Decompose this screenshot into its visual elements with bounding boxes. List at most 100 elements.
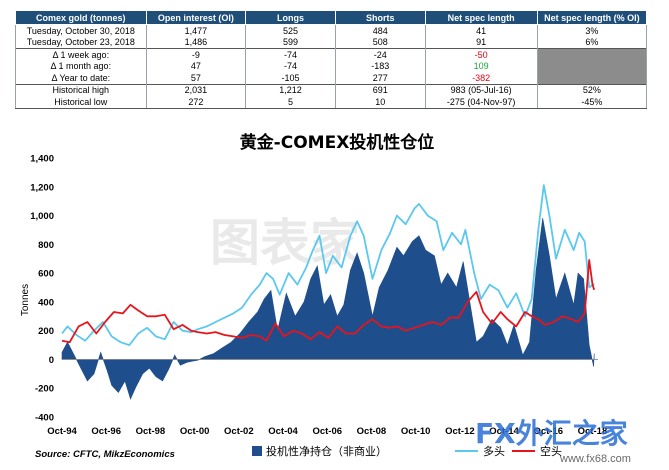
cot-summary-table: Comex gold (tonnes) Open interest (OI) L…	[15, 10, 648, 109]
x-tick-label: Oct-14	[489, 426, 519, 437]
y-axis-label: Tonnes	[20, 284, 31, 316]
net-spec-pct-cell	[536, 48, 648, 61]
net-spec-pct-cell	[536, 60, 648, 72]
shorts-cell: 277	[334, 72, 426, 84]
table-row: Tuesday, October 23, 2018 1,486 599 508 …	[15, 36, 648, 49]
y-tick-label: -400	[35, 413, 54, 424]
legend-label-shorts: 空头	[540, 444, 562, 458]
shorts-cell: 691	[334, 83, 426, 96]
row-label: Δ 1 month ago:	[15, 60, 147, 72]
watermark: 图表家	[210, 214, 360, 272]
row-label: Δ Year to date:	[15, 72, 147, 84]
net-spec-cell: 983 (05-Jul-16)	[424, 83, 538, 96]
x-tick-label: Oct-96	[91, 426, 121, 437]
x-tick-label: Oct-94	[47, 426, 77, 437]
y-axis: -400 -200 0 200 400 600 800 1,000 1,200 1,400	[30, 154, 54, 424]
net-spec-cell: 41	[424, 24, 538, 37]
net-spec-cell: 109	[424, 60, 538, 72]
open-interest-cell: 2,031	[145, 83, 247, 96]
longs-cell: -105	[245, 72, 336, 84]
shorts-line	[61, 259, 596, 344]
x-tick-label: Oct-06	[312, 426, 342, 437]
table-row: Δ 1 month ago: 47 -74 -183 109	[15, 60, 648, 72]
x-tick-label: Oct-98	[136, 426, 166, 437]
net-spec-pct-cell	[536, 72, 648, 84]
shorts-cell: 508	[334, 36, 426, 49]
net-spec-cell: -50	[424, 48, 538, 61]
table-header-cell: Comex gold (tonnes)	[15, 10, 147, 25]
net-spec-pct-cell: 3%	[536, 24, 648, 37]
open-interest-cell: 57	[145, 72, 247, 84]
net-spec-cell: -275 (04-Nov-97)	[424, 96, 538, 109]
longs-cell: -74	[245, 48, 336, 61]
open-interest-cell: 1,477	[145, 24, 247, 37]
net-spec-cell: -382	[424, 72, 538, 84]
net-spec-cell: 91	[424, 36, 538, 49]
longs-line	[61, 184, 595, 346]
y-tick-label: 600	[38, 269, 54, 280]
y-tick-label: 800	[38, 240, 54, 251]
brand-url: www.fx68.com	[559, 453, 631, 465]
table-header-cell: Longs	[245, 10, 336, 25]
cot-positioning-chart: 黄金-COMEX投机性仓位 Tonnes 图表家 -400 -200 0 200 400…	[20, 132, 631, 465]
source-note: Source: CFTC, MikzEconomics	[35, 449, 175, 460]
longs-cell: 1,212	[245, 83, 336, 96]
legend: 投机性净持仓（非商业） 多头 空头	[252, 444, 562, 458]
legend-label-net: 投机性净持仓（非商业）	[266, 444, 387, 458]
net-position-area	[61, 217, 595, 400]
open-interest-cell: -9	[145, 48, 247, 61]
row-label: Historical high	[15, 83, 147, 96]
y-tick-label: 400	[38, 297, 54, 308]
y-tick-label: 1,200	[30, 182, 54, 193]
x-tick-label: Oct-12	[445, 426, 475, 437]
shorts-cell: 484	[334, 24, 426, 37]
longs-cell: 599	[245, 36, 336, 49]
row-label: Δ 1 week ago:	[15, 48, 147, 61]
y-tick-label: -200	[35, 384, 54, 395]
table-row: Δ Year to date: 57 -105 277 -382	[15, 72, 648, 84]
net-spec-pct-cell: -45%	[536, 96, 648, 109]
plot-area	[61, 184, 598, 400]
cot-summary-table-container: Comex gold (tonnes) Open interest (OI) L…	[15, 10, 648, 109]
watermark-text: 图表家	[210, 214, 360, 272]
open-interest-cell: 1,486	[145, 36, 247, 49]
net-spec-pct-cell: 6%	[536, 36, 648, 49]
x-tick-label: Oct-02	[224, 426, 254, 437]
legend-label-longs: 多头	[483, 444, 505, 458]
table-header-cell: Shorts	[334, 10, 426, 25]
legend-swatch-net	[252, 446, 262, 456]
x-tick-label: Oct-16	[533, 426, 563, 437]
table-row: Historical low 272 5 10 -275 (04-Nov-97)…	[15, 96, 648, 109]
brand-logo-text: FX外汇之家	[475, 417, 628, 450]
x-tick-label: Oct-10	[401, 426, 431, 437]
table-row: Tuesday, October 30, 2018 1,477 525 484 …	[15, 24, 648, 37]
y-tick-label: 1,400	[30, 154, 54, 165]
x-tick-label: Oct-08	[357, 426, 387, 437]
longs-cell: 5	[245, 96, 336, 109]
table-header-row: Comex gold (tonnes) Open interest (OI) L…	[15, 10, 648, 25]
chart-title: 黄金-COMEX投机性仓位	[240, 132, 435, 153]
y-tick-label: 1,000	[30, 211, 54, 222]
net-spec-pct-cell: 52%	[536, 83, 648, 96]
longs-cell: 525	[245, 24, 336, 37]
x-axis: Oct-94 Oct-96 Oct-98 Oct-00 Oct-02 Oct-04 Oct-…	[47, 426, 607, 437]
row-label: Historical low	[15, 96, 147, 109]
x-tick-label: Oct-00	[180, 426, 210, 437]
x-tick-label: Oct-18	[578, 426, 608, 437]
shorts-cell: 10	[334, 96, 426, 109]
table-header-cell: Open interest (OI)	[145, 10, 247, 25]
open-interest-cell: 47	[145, 60, 247, 72]
table-row: Historical high 2,031 1,212 691 983 (05-…	[15, 83, 648, 96]
row-label: Tuesday, October 30, 2018	[15, 24, 147, 37]
row-label: Tuesday, October 23, 2018	[15, 36, 147, 49]
brand-logo: FX外汇之家 www.fx68.com	[475, 417, 631, 465]
open-interest-cell: 272	[145, 96, 247, 109]
shorts-cell: -24	[334, 48, 426, 61]
longs-cell: -74	[245, 60, 336, 72]
y-tick-label: 0	[49, 355, 54, 366]
y-tick-label: 200	[38, 326, 54, 337]
x-tick-label: Oct-04	[268, 426, 298, 437]
table-header-cell: Net spec length (% OI)	[536, 10, 648, 25]
shorts-cell: -183	[334, 60, 426, 72]
table-row: Δ 1 week ago: -9 -74 -24 -50	[15, 48, 648, 61]
